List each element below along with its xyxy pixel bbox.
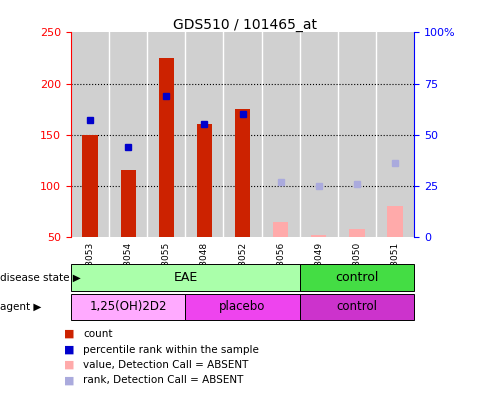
Text: ■: ■ (64, 329, 74, 339)
Bar (197, 124, 212, 237)
Bar (388, 206, 403, 237)
Text: GDS510 / 101465_at: GDS510 / 101465_at (173, 18, 317, 32)
Text: rank, Detection Call = ABSENT: rank, Detection Call = ABSENT (83, 375, 244, 385)
Text: control: control (335, 271, 379, 284)
Text: ■: ■ (64, 360, 74, 370)
Bar (223, 32, 262, 237)
Text: placebo: placebo (220, 300, 266, 313)
Text: 1,25(OH)2D2: 1,25(OH)2D2 (90, 300, 167, 313)
Bar (273, 222, 288, 237)
Bar (71, 32, 109, 237)
Bar (235, 109, 250, 237)
Bar (376, 32, 414, 237)
Text: value, Detection Call = ABSENT: value, Detection Call = ABSENT (83, 360, 248, 370)
Bar (185, 32, 223, 237)
Bar (159, 58, 174, 237)
Text: count: count (83, 329, 113, 339)
Bar (109, 32, 147, 237)
Bar (82, 134, 98, 237)
Text: control: control (336, 300, 377, 313)
Text: ■: ■ (64, 345, 74, 354)
Bar (147, 32, 185, 237)
Bar (349, 229, 365, 237)
Text: ■: ■ (64, 375, 74, 385)
Text: percentile rank within the sample: percentile rank within the sample (83, 345, 259, 354)
Text: EAE: EAE (173, 271, 197, 284)
Bar (338, 32, 376, 237)
Bar (121, 171, 136, 237)
Text: agent ▶: agent ▶ (0, 302, 41, 312)
Bar (311, 235, 326, 237)
Bar (300, 32, 338, 237)
Text: disease state ▶: disease state ▶ (0, 273, 81, 283)
Bar (262, 32, 300, 237)
